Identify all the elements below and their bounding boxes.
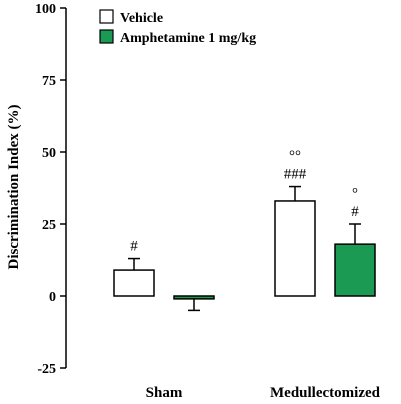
x-category-label: Medullectomized xyxy=(270,385,381,401)
bars xyxy=(113,185,376,312)
significance-label-secondary: °° xyxy=(289,149,301,165)
significance-label: # xyxy=(351,204,359,220)
legend-swatch xyxy=(99,29,114,44)
significance-label-secondary: ° xyxy=(352,186,358,202)
legend-label: Amphetamine 1 mg/kg xyxy=(120,31,256,46)
legend: Vehicle Amphetamine 1 mg/kg xyxy=(99,9,256,46)
significance-label: # xyxy=(130,239,138,255)
x-axis-labels: Sham Medullectomized xyxy=(146,385,381,401)
legend-swatch xyxy=(99,9,114,24)
bar-annotations: ####°°#° xyxy=(130,149,359,255)
legend-label: Vehicle xyxy=(120,11,163,26)
x-category-label: Sham xyxy=(146,385,183,401)
bar xyxy=(113,269,155,297)
y-tick-label: 100 xyxy=(35,2,56,17)
y-tick-label: -25 xyxy=(37,362,56,377)
y-axis-label: Discrimination Index (%) xyxy=(6,104,22,269)
y-tick-label: 50 xyxy=(42,146,56,161)
y-tick-label: 75 xyxy=(42,74,56,89)
bar xyxy=(274,200,316,297)
y-axis: -25 0 25 50 75 100 xyxy=(35,2,67,377)
bar xyxy=(173,295,215,300)
y-tick-label: 0 xyxy=(49,290,56,305)
bar xyxy=(334,243,376,297)
significance-label: ### xyxy=(284,167,307,183)
y-tick-label: 25 xyxy=(42,218,56,233)
